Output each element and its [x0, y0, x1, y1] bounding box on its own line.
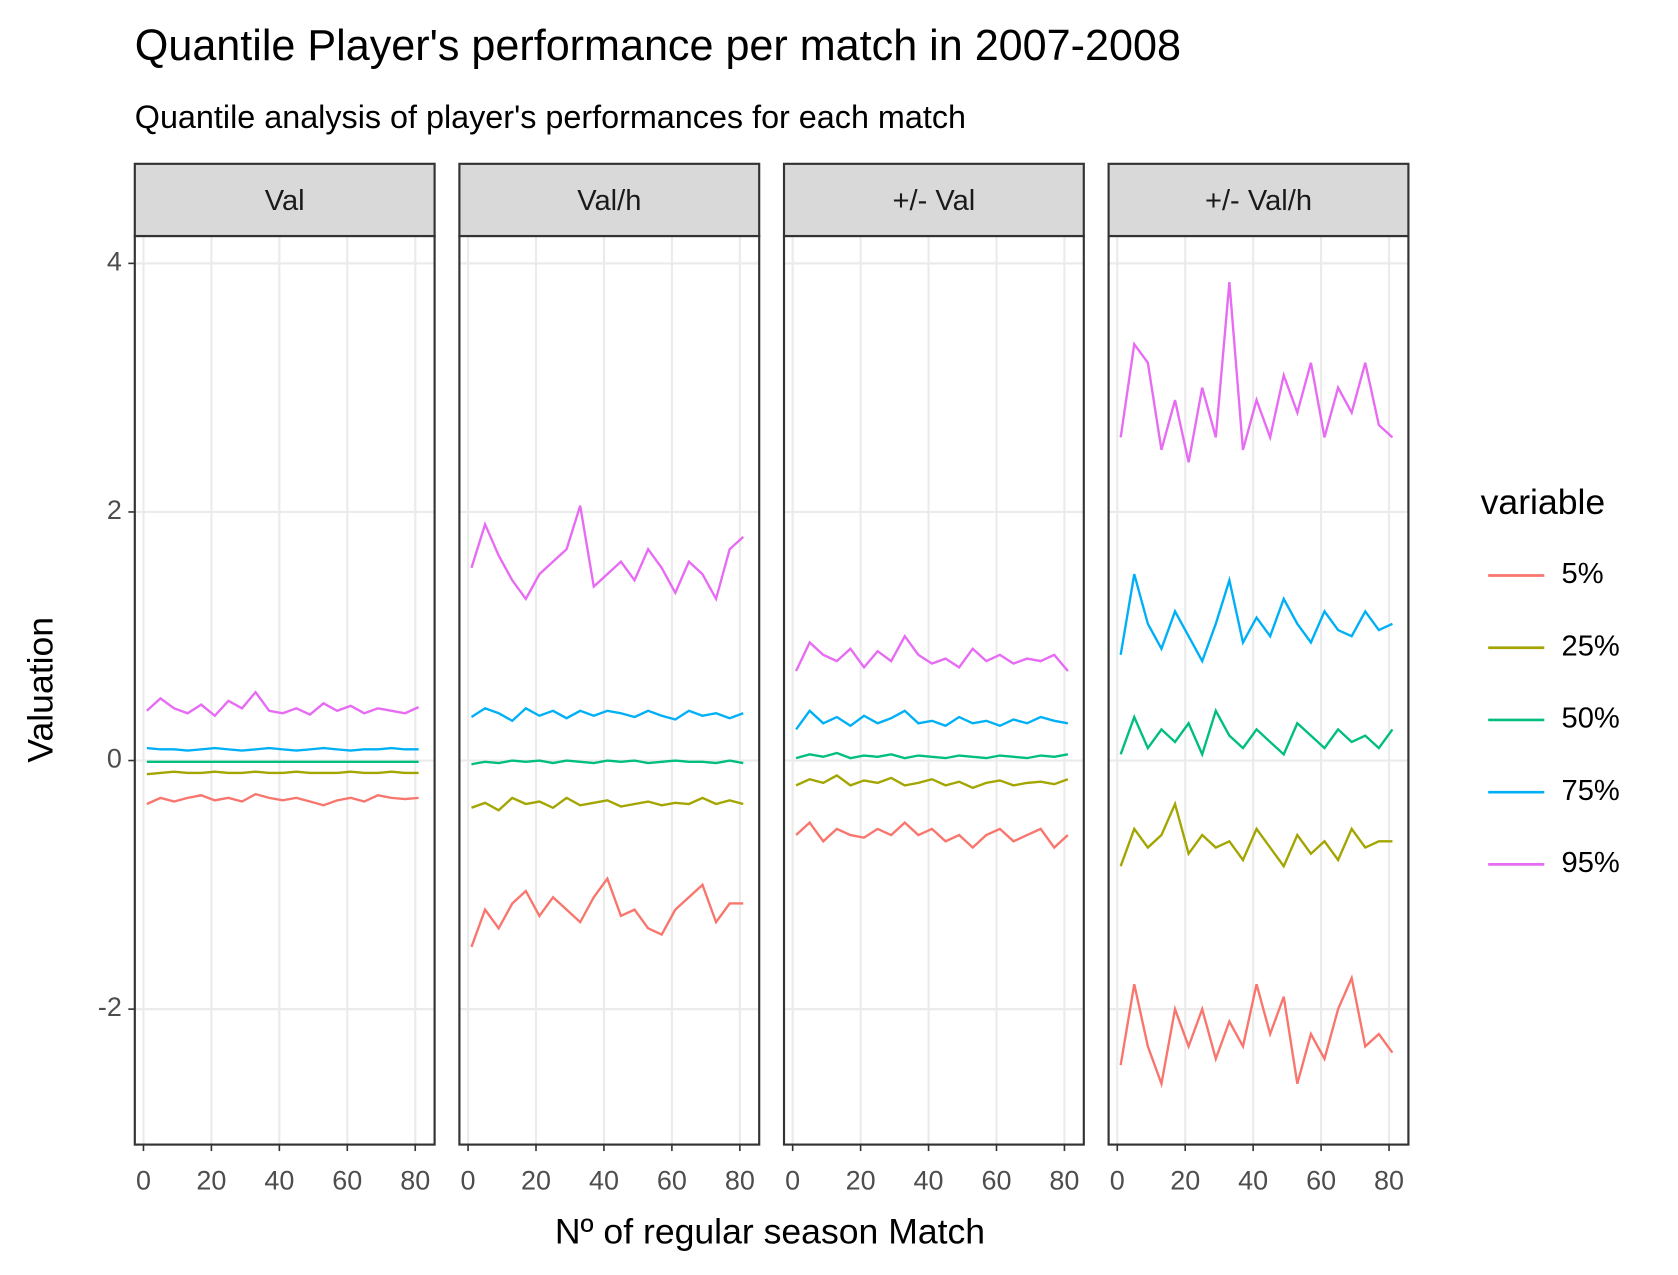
x-tick-label: 0	[1110, 1165, 1125, 1195]
line-series	[471, 796, 744, 812]
line-series	[795, 751, 1069, 760]
x-tick-label: 0	[136, 1165, 151, 1195]
x-tick-label: 40	[264, 1165, 294, 1195]
strip	[458, 162, 761, 238]
x-axis-label: Nº of regular season Match	[555, 1211, 985, 1251]
line-series	[470, 706, 744, 723]
x-tick-label: 80	[1049, 1165, 1079, 1195]
line-series	[795, 820, 1069, 850]
strip-label: +/- Val/h	[1205, 185, 1312, 217]
line-series	[795, 633, 1069, 672]
strip	[1107, 162, 1410, 238]
x-tick-label: 40	[589, 1165, 619, 1195]
line-series	[795, 709, 1069, 731]
line-series	[470, 876, 744, 948]
line-series	[146, 746, 419, 752]
y-tick-label: 0	[107, 744, 122, 774]
line-series	[146, 690, 420, 718]
x-tick-label: 20	[846, 1165, 876, 1195]
line-series	[1119, 573, 1393, 664]
panel-background	[134, 236, 435, 1145]
y-axis-label: Valuation	[21, 617, 61, 763]
x-tick-label: 60	[332, 1165, 362, 1195]
x-tick-label: 0	[785, 1165, 800, 1195]
y-tick-label: 4	[107, 247, 122, 277]
x-tick-label: 0	[461, 1165, 476, 1195]
x-tick-label: 20	[1170, 1165, 1200, 1195]
line-series	[1119, 707, 1394, 758]
strip	[782, 162, 1085, 238]
chart-title: Quantile Player's performance per match …	[135, 22, 1181, 70]
panel-background	[459, 236, 760, 1145]
strip	[133, 162, 436, 238]
y-tick-label: -2	[98, 992, 122, 1022]
x-tick-label: 20	[196, 1165, 226, 1195]
line-series	[1119, 800, 1393, 869]
x-tick-label: 40	[1238, 1165, 1268, 1195]
legend-label: 5%	[1562, 558, 1604, 590]
x-tick-label: 80	[725, 1165, 755, 1195]
y-tick-label: 2	[107, 495, 122, 525]
legend-label: 95%	[1562, 847, 1620, 879]
legend-label: 25%	[1562, 630, 1620, 662]
strip-label: Val	[265, 185, 305, 217]
line-series	[146, 792, 419, 807]
legend-label: 50%	[1562, 703, 1620, 735]
line-series	[1119, 281, 1394, 463]
x-tick-label: 60	[657, 1165, 687, 1195]
strip-label: Val/h	[577, 185, 641, 217]
x-tick-label: 80	[400, 1165, 430, 1195]
line-series	[471, 759, 744, 766]
x-tick-label: 80	[1374, 1165, 1404, 1195]
x-tick-label: 60	[982, 1165, 1012, 1195]
x-tick-label: 40	[914, 1165, 944, 1195]
line-series	[795, 774, 1069, 790]
strip-label: +/- Val	[893, 185, 976, 217]
line-series	[1119, 974, 1394, 1089]
panel-background	[784, 236, 1084, 1145]
x-tick-label: 20	[521, 1165, 551, 1195]
line-series	[470, 505, 745, 603]
chart-subtitle: Quantile analysis of player's performanc…	[135, 99, 966, 135]
legend-title: variable	[1481, 482, 1606, 522]
x-tick-label: 60	[1306, 1165, 1336, 1195]
legend-label: 75%	[1562, 775, 1620, 807]
line-series	[146, 770, 419, 776]
